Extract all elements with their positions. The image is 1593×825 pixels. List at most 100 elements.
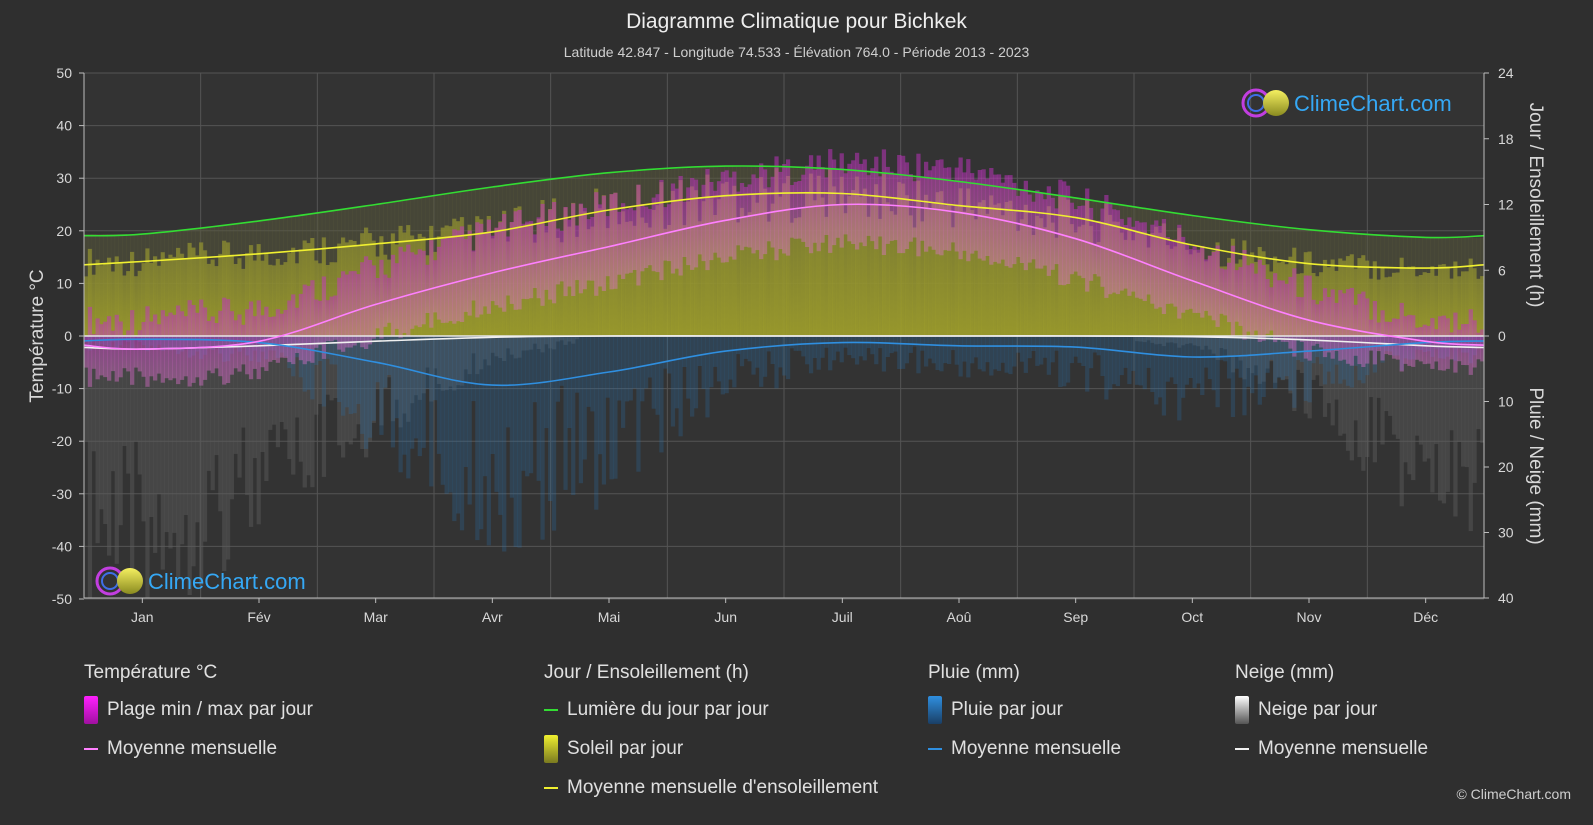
rain-bar — [563, 336, 568, 490]
temp-range-bar — [651, 197, 656, 272]
snow-bar — [440, 336, 445, 391]
y-right-bottom-tick-label: 40 — [1498, 590, 1514, 606]
sunshine-bar — [1418, 275, 1424, 336]
sunshine-bar — [248, 245, 254, 336]
sunshine-bar — [751, 195, 756, 336]
snow-bar — [95, 336, 100, 544]
temp-range-bar — [310, 280, 315, 363]
snow-bar — [417, 336, 422, 400]
snow-bar — [237, 336, 242, 478]
snow-bar — [551, 336, 557, 350]
sunshine-bar — [831, 186, 837, 336]
sunshine-bar — [141, 263, 146, 336]
snow-mean-line — [83, 335, 1485, 350]
snow-bar — [479, 336, 484, 370]
temp-range-bar — [1430, 318, 1435, 369]
snow-bar — [260, 336, 265, 452]
rain-bar — [517, 336, 522, 548]
temp-range-bar — [1315, 304, 1320, 344]
temp-range-bar — [1365, 298, 1370, 364]
snow-bar — [548, 336, 553, 349]
rain-bar — [505, 336, 511, 428]
rain-bar — [939, 336, 944, 372]
rain-bar — [394, 336, 399, 419]
rain-bar — [609, 336, 614, 480]
temp-range-bar — [536, 217, 541, 299]
temp-range-bar — [762, 169, 768, 255]
rain-bar — [1085, 336, 1090, 392]
temp-range-bar — [444, 236, 449, 323]
rain-bar — [1261, 336, 1266, 397]
temp-range-bar — [84, 336, 89, 368]
temp-range-bar — [206, 321, 211, 371]
temp-range-bar — [1284, 283, 1289, 342]
temp-range-bar — [1330, 289, 1335, 359]
snow-bar — [352, 336, 357, 439]
temp-range-bar — [199, 299, 204, 386]
rain-bar — [479, 336, 484, 530]
rain-bar — [1326, 336, 1331, 372]
rain-bar — [1177, 336, 1182, 421]
rain-bar — [640, 336, 645, 402]
rain-bar — [1058, 336, 1063, 387]
y-left-tick-label: -20 — [52, 433, 72, 449]
sunshine-bar — [1453, 261, 1458, 336]
snow-bar — [402, 336, 407, 414]
sunshine-bar — [87, 248, 93, 336]
temp-range-bar — [1257, 259, 1262, 342]
snow-bar — [87, 336, 93, 598]
temp-range-bar — [1065, 185, 1071, 284]
y-right-top-tick-label: 18 — [1498, 131, 1514, 147]
sunshine-bar — [989, 195, 994, 336]
sunshine-bar — [904, 195, 910, 336]
rain-bar — [904, 336, 910, 364]
rain-bar — [540, 336, 545, 540]
sunshine-bar — [1031, 235, 1036, 336]
temp-range-bar — [571, 203, 576, 296]
rain-bar — [966, 336, 971, 378]
rain-bar — [854, 336, 860, 365]
rain-bar — [847, 336, 852, 356]
temp-range-bar — [1092, 221, 1098, 275]
snow-bar — [1192, 336, 1197, 346]
series-lines — [83, 165, 1485, 387]
daylight-line-point — [258, 220, 260, 222]
legend-snow-mean-label: Moyenne mensuelle — [1258, 738, 1429, 759]
snow-bar — [233, 336, 238, 454]
snow-bar — [176, 336, 181, 580]
y-right-bottom-axis-label: Pluie / Neige (mm) — [1525, 387, 1546, 544]
snow-bar — [306, 336, 311, 476]
snow-bar — [444, 336, 449, 391]
temp-range-bar — [981, 169, 986, 261]
rain-bar — [321, 336, 327, 407]
temp-range-bar — [122, 335, 127, 369]
rain-bar — [1157, 336, 1163, 398]
daylight-line-point — [1425, 237, 1427, 239]
snow-mean-line-point — [492, 337, 494, 339]
rain-bar — [716, 336, 722, 382]
snow-bar — [199, 336, 204, 586]
sunshine-bar — [640, 217, 645, 336]
rain-bar — [1016, 336, 1021, 353]
snow-bar — [398, 336, 403, 428]
rain-bar — [1131, 336, 1136, 371]
snow-bar — [325, 336, 330, 395]
rain-bar — [1250, 336, 1255, 394]
sunshine-bar — [1380, 268, 1385, 336]
temp-range-bar — [548, 209, 553, 300]
snow-bar — [1342, 336, 1347, 434]
snow-bar — [241, 336, 246, 428]
snow-bar — [486, 336, 491, 366]
sunshine-bar — [939, 191, 944, 336]
rain-bar — [390, 336, 396, 448]
rain-bar — [877, 336, 883, 349]
sunshine-bar — [222, 240, 227, 336]
snow-bar — [1142, 336, 1147, 343]
temp-range-bar — [785, 159, 791, 256]
sunshine-bar — [145, 248, 150, 336]
temp-range-bar — [1384, 321, 1389, 355]
sunshine-bar — [977, 202, 982, 336]
snow-bar — [379, 336, 384, 426]
snow-bar — [1273, 336, 1278, 383]
rain-bar — [785, 336, 791, 380]
